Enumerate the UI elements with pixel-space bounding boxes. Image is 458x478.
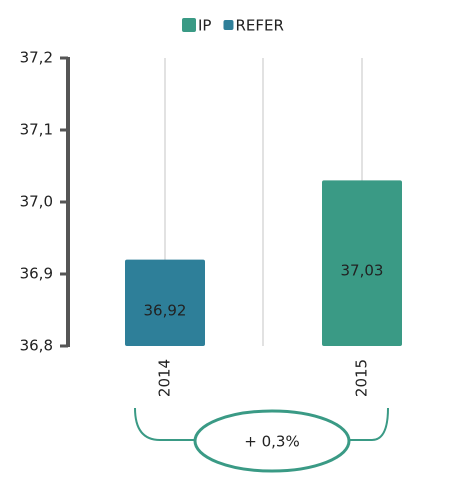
x-tick-label: 2014 <box>156 359 174 397</box>
y-tick-label: 37,0 <box>20 193 53 211</box>
data-label: 36,92 <box>144 301 187 319</box>
legend-swatch <box>182 18 196 32</box>
data-label: 37,03 <box>341 262 384 280</box>
legend-label: REFER <box>235 17 283 35</box>
y-tick-label: 36,8 <box>20 337 53 355</box>
bracket <box>134 407 389 441</box>
legend-swatch <box>223 20 234 30</box>
bars <box>125 180 402 346</box>
x-tick-label: 2015 <box>353 359 371 397</box>
y-tick-label: 37,2 <box>20 49 53 67</box>
y-tick-label: 37,1 <box>20 121 53 139</box>
bar <box>125 259 205 346</box>
bar <box>322 180 402 346</box>
legend-label: IP <box>198 17 211 35</box>
y-tick-label: 36,9 <box>20 265 53 283</box>
annotation-ellipse <box>193 409 351 473</box>
annotation: + 0,3% <box>244 433 299 451</box>
